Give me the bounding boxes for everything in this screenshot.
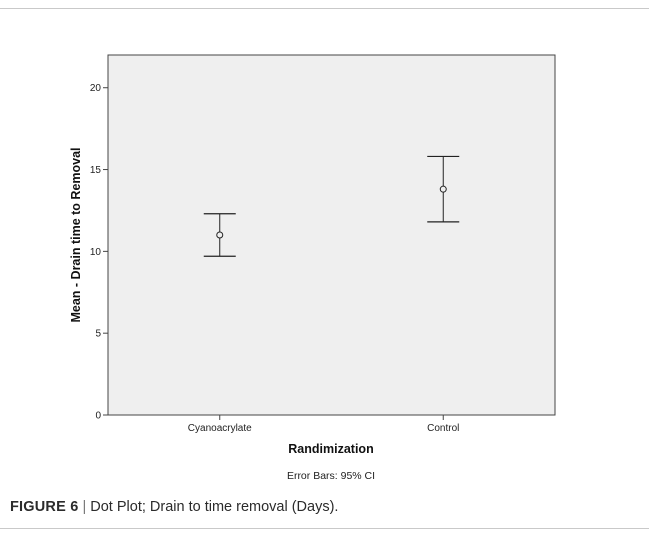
y-axis: 0 5 10 15 20 [90, 83, 108, 422]
x-tick-label: Cyanoacrylate [188, 423, 252, 434]
y-tick-label: 15 [90, 165, 102, 176]
y-tick-label: 10 [90, 247, 102, 258]
error-bar-footnote: Error Bars: 95% CI [287, 470, 375, 482]
mean-point [216, 231, 224, 239]
plot-area [107, 54, 556, 416]
data-marks [203, 155, 460, 257]
x-axis: Cyanoacrylate Control [188, 415, 459, 434]
mean-point [439, 185, 447, 193]
figure-label: FIGURE 6 [10, 499, 79, 515]
y-tick-label: 20 [90, 83, 102, 94]
bottom-divider [0, 528, 649, 529]
x-axis-title: Randimization [288, 442, 373, 456]
figure-caption: FIGURE 6 | Dot Plot; Drain to time removal… [10, 499, 338, 515]
y-tick-label: 5 [95, 329, 101, 340]
caption-separator: | [82, 499, 87, 515]
y-axis-title: Mean - Drain time to Removal [69, 147, 83, 322]
y-tick-label: 0 [95, 411, 101, 422]
caption-text: Dot Plot; Drain to time removal (Days). [90, 499, 339, 515]
top-divider [0, 8, 649, 9]
x-tick-label: Control [427, 423, 459, 434]
